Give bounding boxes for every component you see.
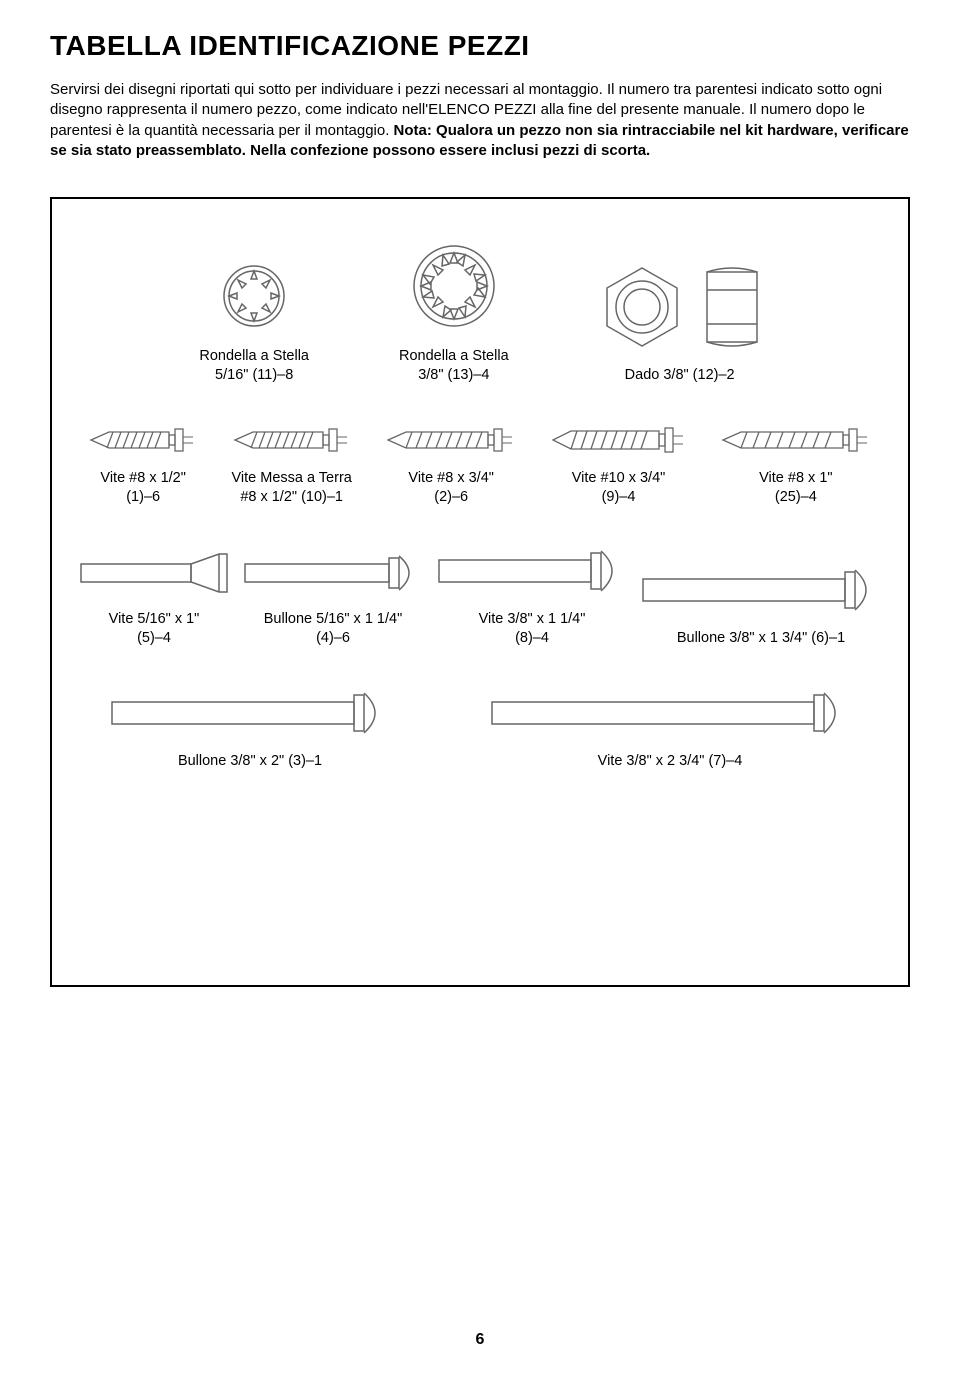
screw-icon [551,425,687,455]
part-label: Vite #8 x 1/2" (1)–6 [100,469,186,507]
part-nut-3-8: Dado 3/8" (12)–2 [599,262,761,385]
part-label: Rondella a Stella 3/8" (13)–4 [399,347,509,385]
part-label: Bullone 5/16" x 1 1/4" (4)–6 [264,610,402,648]
part-screw-8-1: Vite #8 x 1" (25)–4 [721,425,871,507]
parts-chart: Rondella a Stella 5/16" (11)–8 Rondella … [50,197,910,987]
round-head-bolt-icon [641,565,881,615]
row-4: Bullone 3/8" x 2" (3)–1 Vite 3/8" x 2 3/… [72,688,888,771]
part-label: Vite 5/16" x 1" (5)–4 [109,610,200,648]
part-label: Bullone 3/8" x 1 3/4" (6)–1 [677,629,845,648]
part-label: Dado 3/8" (12)–2 [625,366,735,385]
flat-head-bolt-icon [79,550,229,596]
part-label: Vite Messa a Terra #8 x 1/2" (10)–1 [231,469,351,507]
part-screw-3-8-1-1-4: Vite 3/8" x 1 1/4" (8)–4 [437,546,627,648]
part-label: Vite #8 x 1" (25)–4 [759,469,832,507]
intro-paragraph: Servirsi dei disegni riportati qui sotto… [50,80,910,161]
part-ground-screw: Vite Messa a Terra #8 x 1/2" (10)–1 [231,425,351,507]
part-label: Bullone 3/8" x 2" (3)–1 [178,752,322,771]
row-3: Vite 5/16" x 1" (5)–4 Bullone 5/16" x 1 … [72,546,888,648]
part-label: Vite #8 x 3/4" (2)–6 [408,469,494,507]
round-head-bolt-icon [110,688,390,738]
screw-icon [89,425,197,455]
star-washer-icon [217,259,291,333]
page-number: 6 [0,1331,960,1349]
part-screw-8-half: Vite #8 x 1/2" (1)–6 [89,425,197,507]
part-screw-3-8-2-3-4: Vite 3/8" x 2 3/4" (7)–4 [490,688,850,771]
screw-icon [386,425,516,455]
part-label: Vite 3/8" x 1 1/4" (8)–4 [479,610,586,648]
part-screw-8-3-4: Vite #8 x 3/4" (2)–6 [386,425,516,507]
nut-icon [599,262,761,352]
part-screw-10-3-4: Vite #10 x 3/4" (9)–4 [551,425,687,507]
part-label: Vite 3/8" x 2 3/4" (7)–4 [598,752,743,771]
page-title: TABELLA IDENTIFICAZIONE PEZZI [50,30,910,62]
part-bolt-3-8-1-3-4: Bullone 3/8" x 1 3/4" (6)–1 [641,565,881,648]
star-washer-large-icon [407,239,501,333]
part-bolt-5-16-1-1-4: Bullone 5/16" x 1 1/4" (4)–6 [243,550,423,648]
part-screw-5-16-1: Vite 5/16" x 1" (5)–4 [79,550,229,648]
round-head-bolt-icon [490,688,850,738]
screw-icon [233,425,351,455]
screw-icon [721,425,871,455]
part-star-washer-5-16: Rondella a Stella 5/16" (11)–8 [199,259,309,385]
round-head-bolt-icon [243,550,423,596]
row-1: Rondella a Stella 5/16" (11)–8 Rondella … [72,239,888,385]
round-head-bolt-icon [437,546,627,596]
part-bolt-3-8-2: Bullone 3/8" x 2" (3)–1 [110,688,390,771]
part-label: Rondella a Stella 5/16" (11)–8 [199,347,309,385]
part-label: Vite #10 x 3/4" (9)–4 [572,469,666,507]
part-star-washer-3-8: Rondella a Stella 3/8" (13)–4 [399,239,509,385]
row-2: Vite #8 x 1/2" (1)–6 Vite Messa a Terra … [72,425,888,507]
